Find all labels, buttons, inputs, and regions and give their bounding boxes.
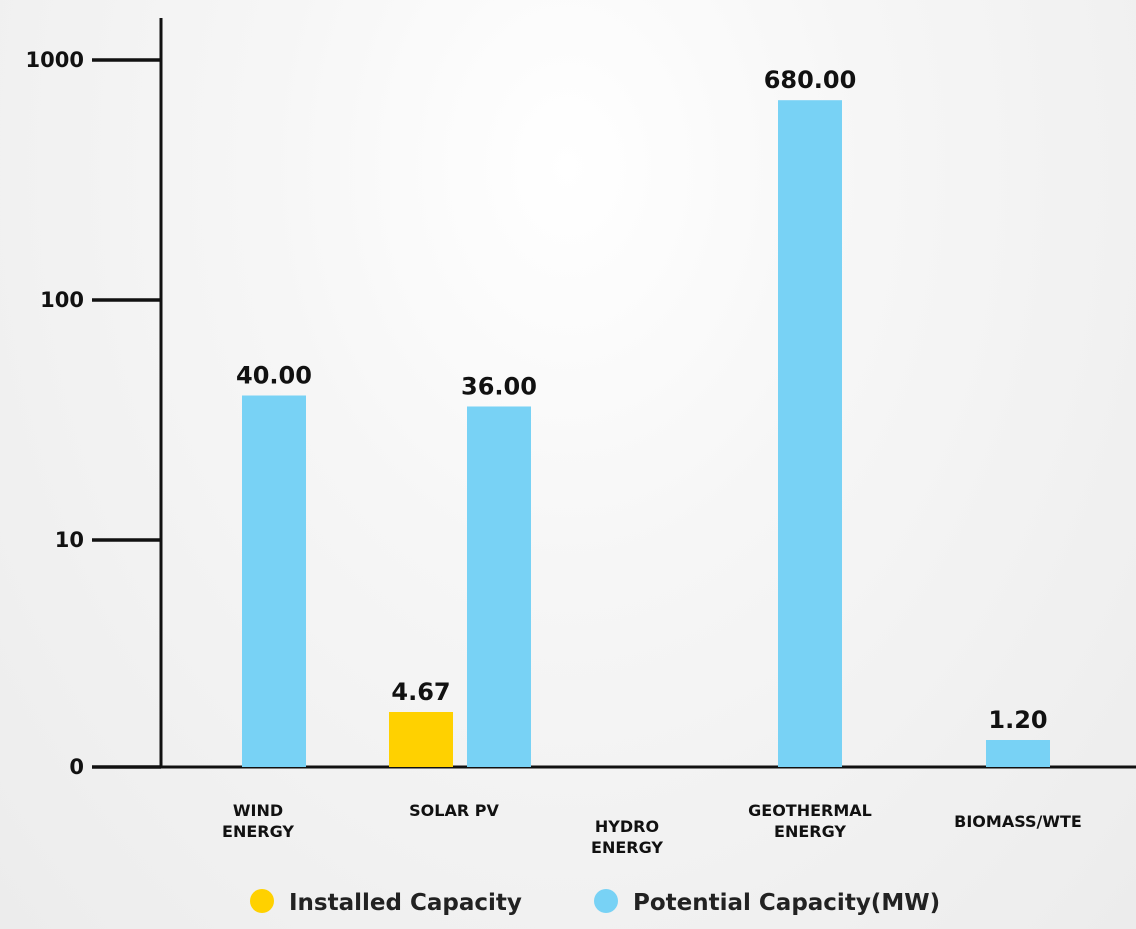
- bar-installed: [389, 712, 453, 767]
- legend-swatch: [250, 889, 274, 913]
- value-labels: 40.00 4.67 36.00 680.00 1.20: [236, 66, 1048, 734]
- bars: [242, 100, 1050, 767]
- x-category-label: GEOTHERMAL: [748, 801, 872, 820]
- axes: 0 10 100 1000: [26, 18, 1136, 779]
- legend-swatch: [594, 889, 618, 913]
- x-category-label: ENERGY: [591, 838, 663, 857]
- legend-label: Installed Capacity: [289, 890, 522, 916]
- legend: Installed Capacity Potential Capacity(MW): [250, 889, 940, 916]
- y-tick-label: 1000: [26, 48, 84, 72]
- x-category-label: SOLAR PV: [409, 801, 499, 820]
- bar-potential: [467, 406, 531, 767]
- x-category-label: ENERGY: [774, 822, 846, 841]
- x-category-label: BIOMASS/WTE: [954, 812, 1082, 831]
- data-label: 4.67: [391, 678, 450, 706]
- x-category-label: HYDRO: [595, 817, 659, 836]
- x-category-label: WIND: [233, 801, 283, 820]
- bar-potential: [778, 100, 842, 767]
- x-category-label: ENERGY: [222, 822, 294, 841]
- data-label: 680.00: [764, 66, 857, 94]
- data-label: 40.00: [236, 362, 312, 390]
- category-labels: WIND ENERGY SOLAR PV HYDRO ENERGY GEOTHERMAL E…: [222, 801, 1082, 857]
- data-label: 36.00: [461, 372, 537, 400]
- data-label: 1.20: [988, 706, 1047, 734]
- y-tick-label: 10: [55, 528, 84, 552]
- y-tick-label: 100: [40, 288, 84, 312]
- bar-potential: [986, 740, 1050, 767]
- y-tick-label: 0: [69, 755, 84, 779]
- legend-label: Potential Capacity(MW): [633, 890, 940, 916]
- bar-potential: [242, 395, 306, 767]
